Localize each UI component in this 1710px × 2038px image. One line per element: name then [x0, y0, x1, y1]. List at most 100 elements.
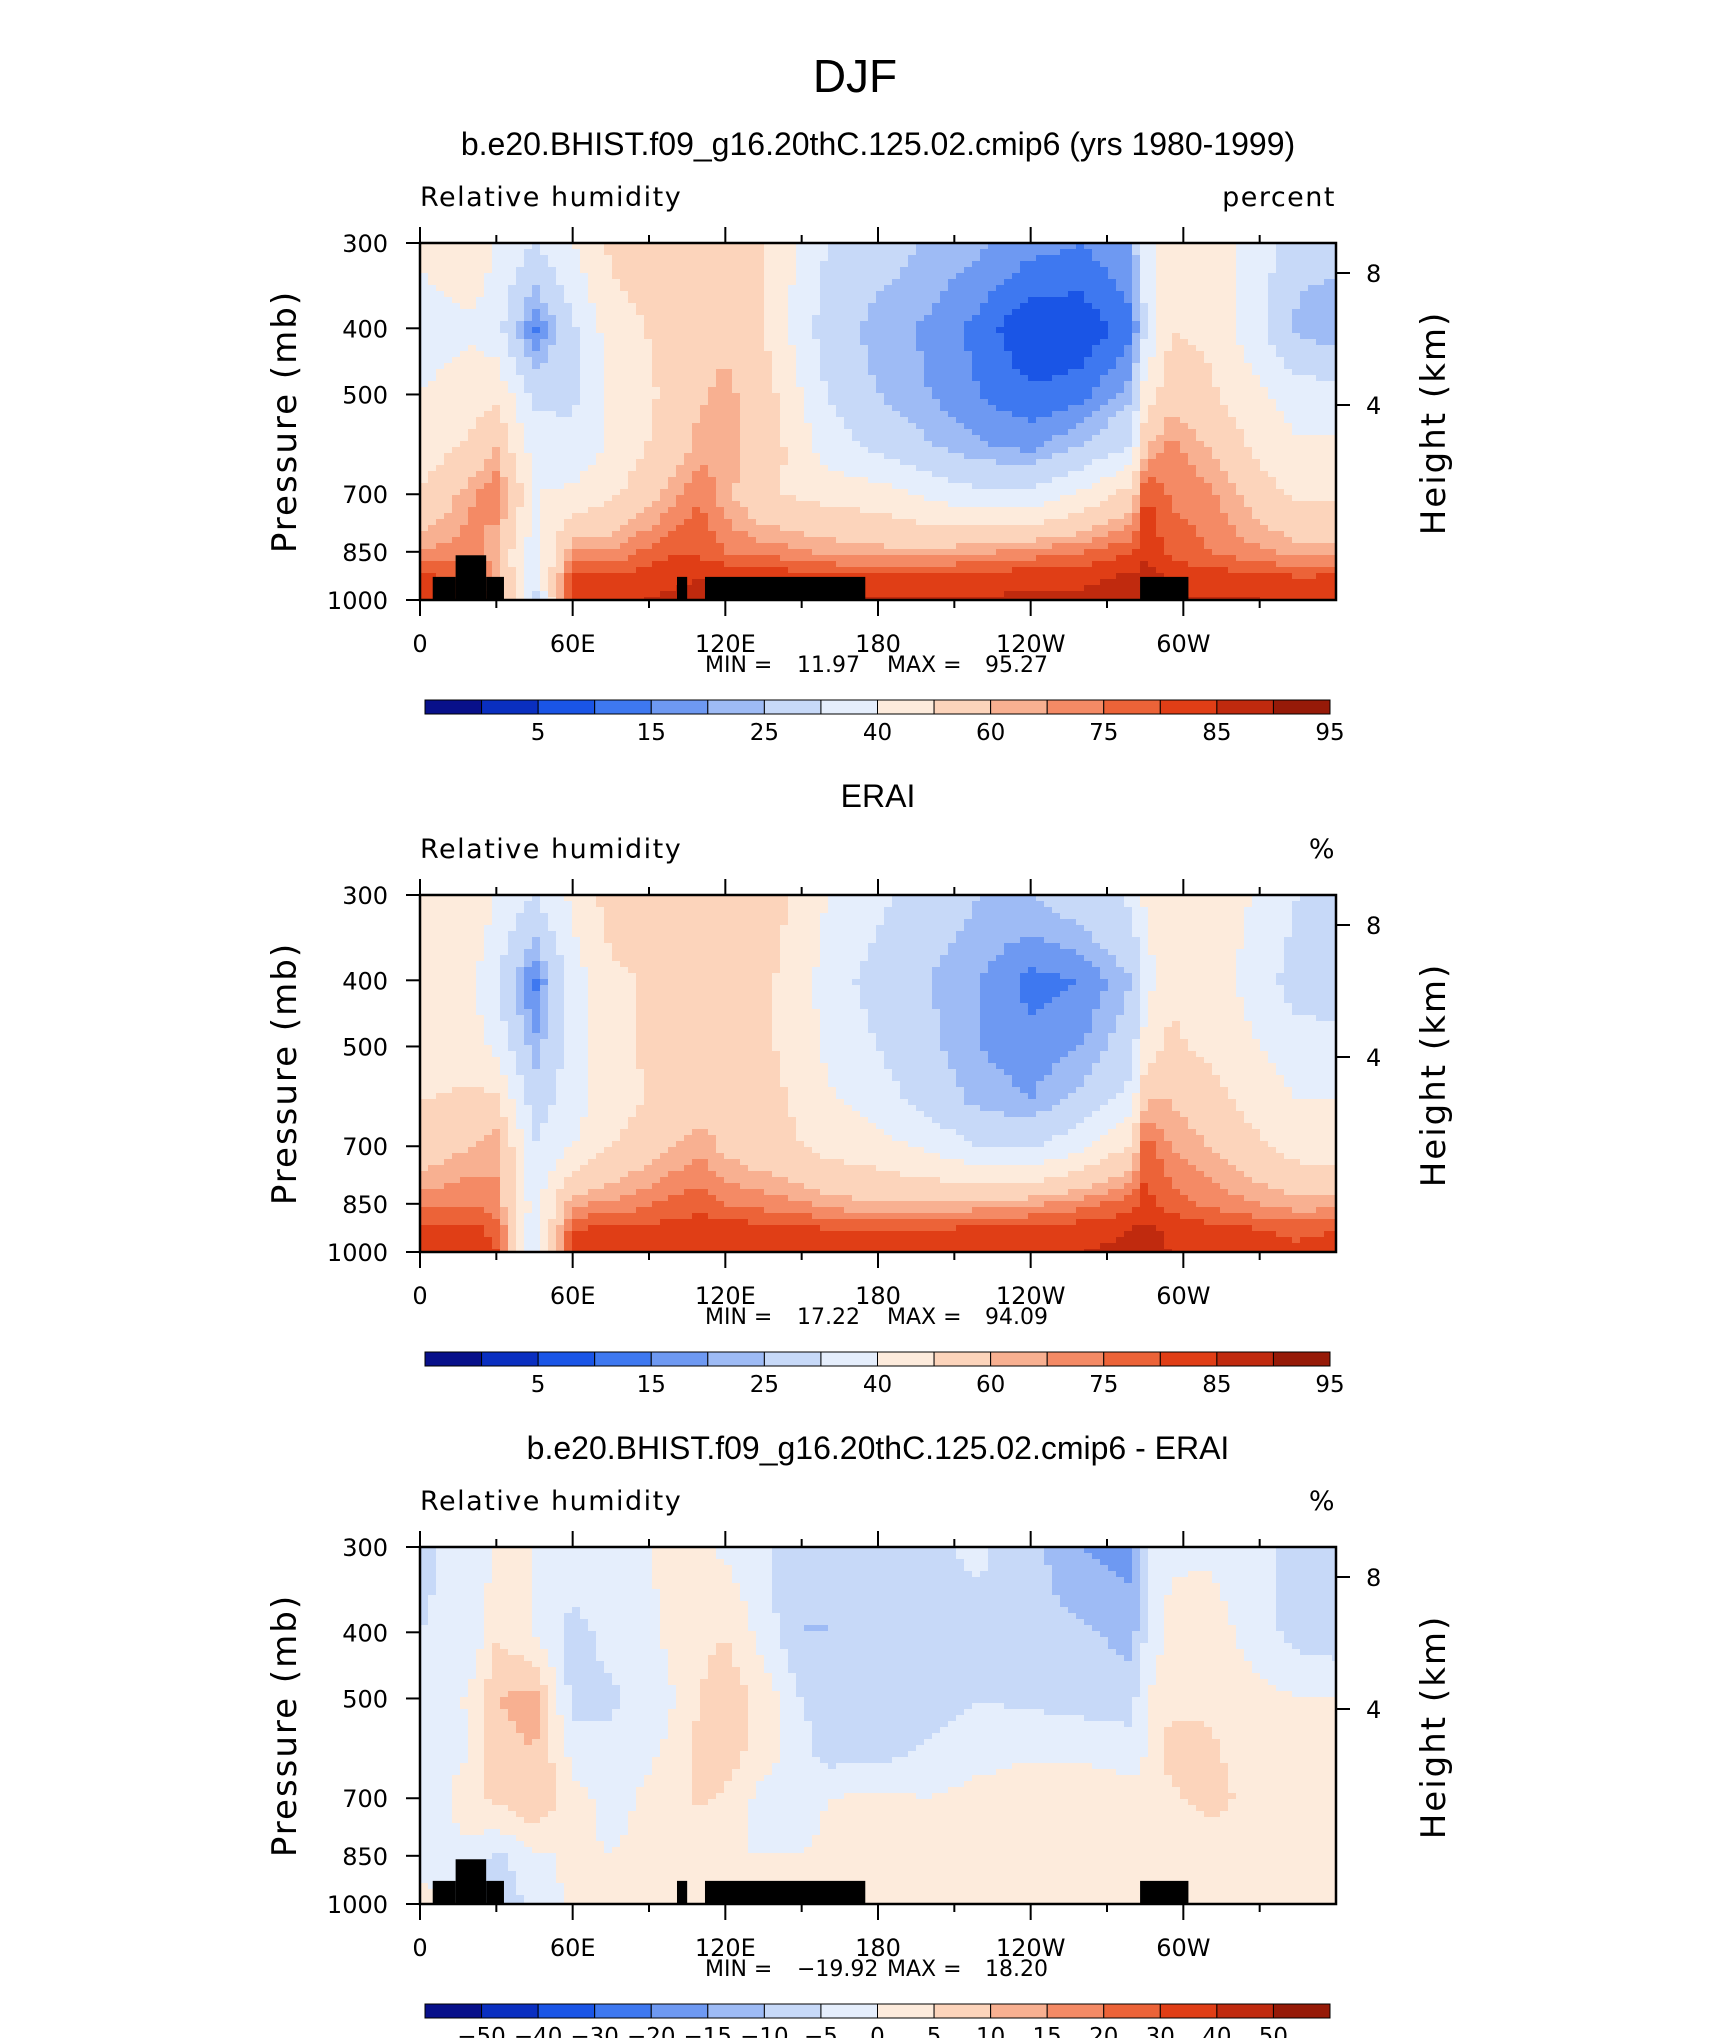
colorbar-swatch — [1046, 699, 1105, 715]
y-tick-label: 1000 — [327, 1891, 388, 1919]
colorbar-swatch — [877, 699, 935, 715]
colorbar-swatch — [990, 1351, 1048, 1367]
y-tick-label: 500 — [342, 1033, 388, 1061]
min-label: MIN = — [705, 1305, 772, 1330]
colorbar-swatch — [537, 2003, 596, 2019]
x-tick-label: 180 — [855, 1282, 901, 1310]
colorbar-swatch — [481, 2003, 539, 2019]
colorbar-label: 15 — [637, 720, 666, 746]
panel-title: b.e20.BHIST.f09_g16.20thC.125.02.cmip6 (… — [461, 126, 1295, 162]
colorbar-swatch — [1216, 1351, 1274, 1367]
x-tick-label: 60W — [1156, 1934, 1210, 1962]
colorbar-swatch — [820, 1351, 878, 1367]
y-tick-label: 850 — [342, 1843, 388, 1871]
colorbar: 5 15 25 40 60 75 85 95 — [424, 699, 1345, 746]
colorbar-swatch — [1272, 2003, 1331, 2019]
colorbar-swatch — [1272, 1351, 1331, 1367]
figure-title: DJF — [813, 50, 897, 102]
colorbar-label: 75 — [1089, 1372, 1118, 1398]
right-axis-label: Height (km) — [1414, 1615, 1454, 1840]
colorbar-swatch — [763, 2003, 822, 2019]
y-tick-label: 400 — [342, 1619, 388, 1647]
min-value: 11.97 — [797, 653, 860, 678]
colorbar-label: 60 — [976, 720, 1005, 746]
x-tick-label: 120W — [996, 1282, 1066, 1310]
colorbar-swatch — [594, 1351, 652, 1367]
x-tick-label: 120E — [695, 1282, 756, 1310]
colorbar-label: −15 — [684, 2024, 733, 2038]
variable-label: Relative humidity — [420, 1486, 682, 1517]
land-mask — [432, 1880, 456, 1904]
min-label: MIN = — [705, 653, 772, 678]
colorbar-swatch — [1046, 2003, 1105, 2019]
colorbar-label: 5 — [531, 1372, 546, 1398]
colorbar-swatch — [933, 699, 992, 715]
colorbar-label: −40 — [514, 2024, 563, 2038]
colorbar-swatch — [594, 699, 652, 715]
land-mask — [432, 576, 456, 600]
colorbar-swatch — [877, 2003, 935, 2019]
x-tick-label: 0 — [412, 1934, 427, 1962]
units-label: % — [1309, 834, 1336, 865]
land-mask — [455, 555, 487, 600]
contour-field — [420, 243, 1336, 600]
y-axis-label: Pressure (mb) — [265, 1594, 305, 1857]
max-value: 18.20 — [985, 1957, 1048, 1982]
x-tick-label: 120W — [996, 630, 1066, 658]
colorbar-swatch — [1216, 699, 1274, 715]
colorbar-label: 75 — [1089, 720, 1118, 746]
panel-title: b.e20.BHIST.f09_g16.20thC.125.02.cmip6 -… — [527, 1430, 1230, 1466]
right-tick-label: 4 — [1366, 1696, 1381, 1724]
colorbar-swatch — [933, 2003, 992, 2019]
colorbar-swatch — [1159, 2003, 1218, 2019]
colorbar-label: 0 — [870, 2024, 885, 2038]
x-tick-label: 180 — [855, 630, 901, 658]
land-mask — [676, 1880, 688, 1904]
colorbar-label: 25 — [750, 720, 779, 746]
y-tick-label: 300 — [342, 230, 388, 258]
y-tick-label: 700 — [342, 1133, 388, 1161]
colorbar-label: 30 — [1146, 2024, 1175, 2038]
x-tick-label: 180 — [855, 1934, 901, 1962]
land-mask — [676, 576, 688, 600]
right-tick-label: 4 — [1366, 1044, 1381, 1072]
right-axis-label: Height (km) — [1414, 311, 1454, 536]
colorbar-label: 15 — [637, 1372, 666, 1398]
land-mask — [1140, 576, 1189, 600]
colorbar-swatch — [707, 699, 765, 715]
colorbar-swatch — [424, 1351, 483, 1367]
land-mask — [704, 1880, 866, 1904]
y-tick-label: 300 — [342, 882, 388, 910]
contour-field — [420, 1547, 1336, 1904]
colorbar-label: 95 — [1315, 1372, 1344, 1398]
x-tick-label: 120E — [695, 630, 756, 658]
max-value: 95.27 — [985, 653, 1048, 678]
colorbar-swatch — [707, 2003, 765, 2019]
colorbar-label: 40 — [863, 720, 892, 746]
colorbar-label: −5 — [804, 2024, 838, 2038]
colorbar-swatch — [1272, 699, 1331, 715]
y-tick-label: 400 — [342, 967, 388, 995]
colorbar-label: 10 — [976, 2024, 1005, 2038]
max-label: MAX = — [887, 1305, 962, 1330]
colorbar-swatch — [990, 2003, 1048, 2019]
variable-label: Relative humidity — [420, 834, 682, 865]
colorbar-swatch — [763, 1351, 822, 1367]
colorbar-swatch — [1103, 699, 1161, 715]
x-tick-label: 60E — [550, 1282, 596, 1310]
colorbar-swatch — [990, 699, 1048, 715]
right-tick-label: 4 — [1366, 392, 1381, 420]
colorbar-swatch — [650, 699, 709, 715]
panel-title: ERAI — [841, 778, 916, 814]
colorbar-swatch — [424, 699, 483, 715]
min-label: MIN = — [705, 1957, 772, 1982]
colorbar-label: 85 — [1202, 720, 1231, 746]
max-label: MAX = — [887, 653, 962, 678]
x-tick-label: 0 — [412, 630, 427, 658]
y-tick-label: 400 — [342, 315, 388, 343]
y-tick-label: 700 — [342, 481, 388, 509]
colorbar-swatch — [933, 1351, 992, 1367]
max-value: 94.09 — [985, 1305, 1048, 1330]
land-mask — [455, 1859, 487, 1904]
colorbar-label: 25 — [750, 1372, 779, 1398]
